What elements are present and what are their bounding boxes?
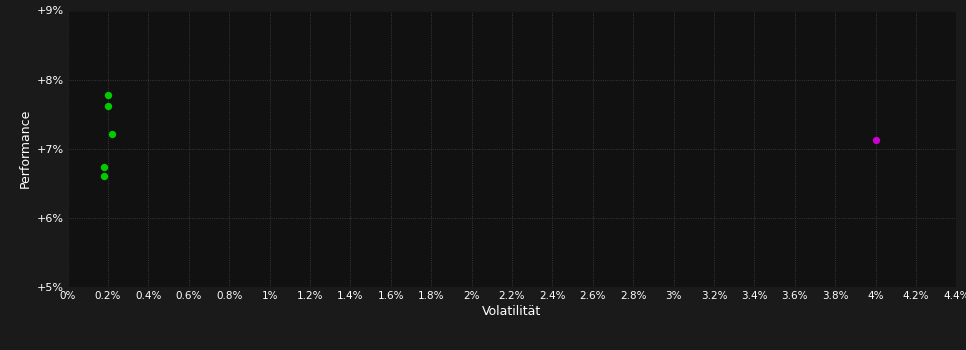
Point [104, 131, 120, 136]
Point [100, 103, 116, 109]
Point [867, 138, 883, 143]
Point [100, 92, 116, 98]
Point [97, 164, 112, 169]
Y-axis label: Performance: Performance [19, 109, 32, 188]
Point [97, 174, 112, 179]
X-axis label: Volatilität: Volatilität [482, 305, 542, 318]
